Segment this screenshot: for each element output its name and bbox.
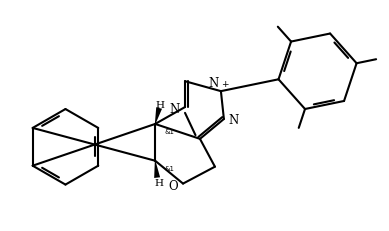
Text: H: H — [156, 100, 165, 109]
Text: &1: &1 — [164, 128, 174, 134]
Text: N: N — [209, 77, 219, 90]
Text: &1: &1 — [164, 165, 174, 171]
Polygon shape — [155, 108, 162, 125]
Text: N: N — [170, 102, 180, 115]
Text: +: + — [221, 79, 229, 88]
Text: H: H — [154, 178, 164, 187]
Polygon shape — [154, 161, 160, 178]
Text: N: N — [229, 114, 239, 127]
Text: O: O — [168, 179, 178, 192]
